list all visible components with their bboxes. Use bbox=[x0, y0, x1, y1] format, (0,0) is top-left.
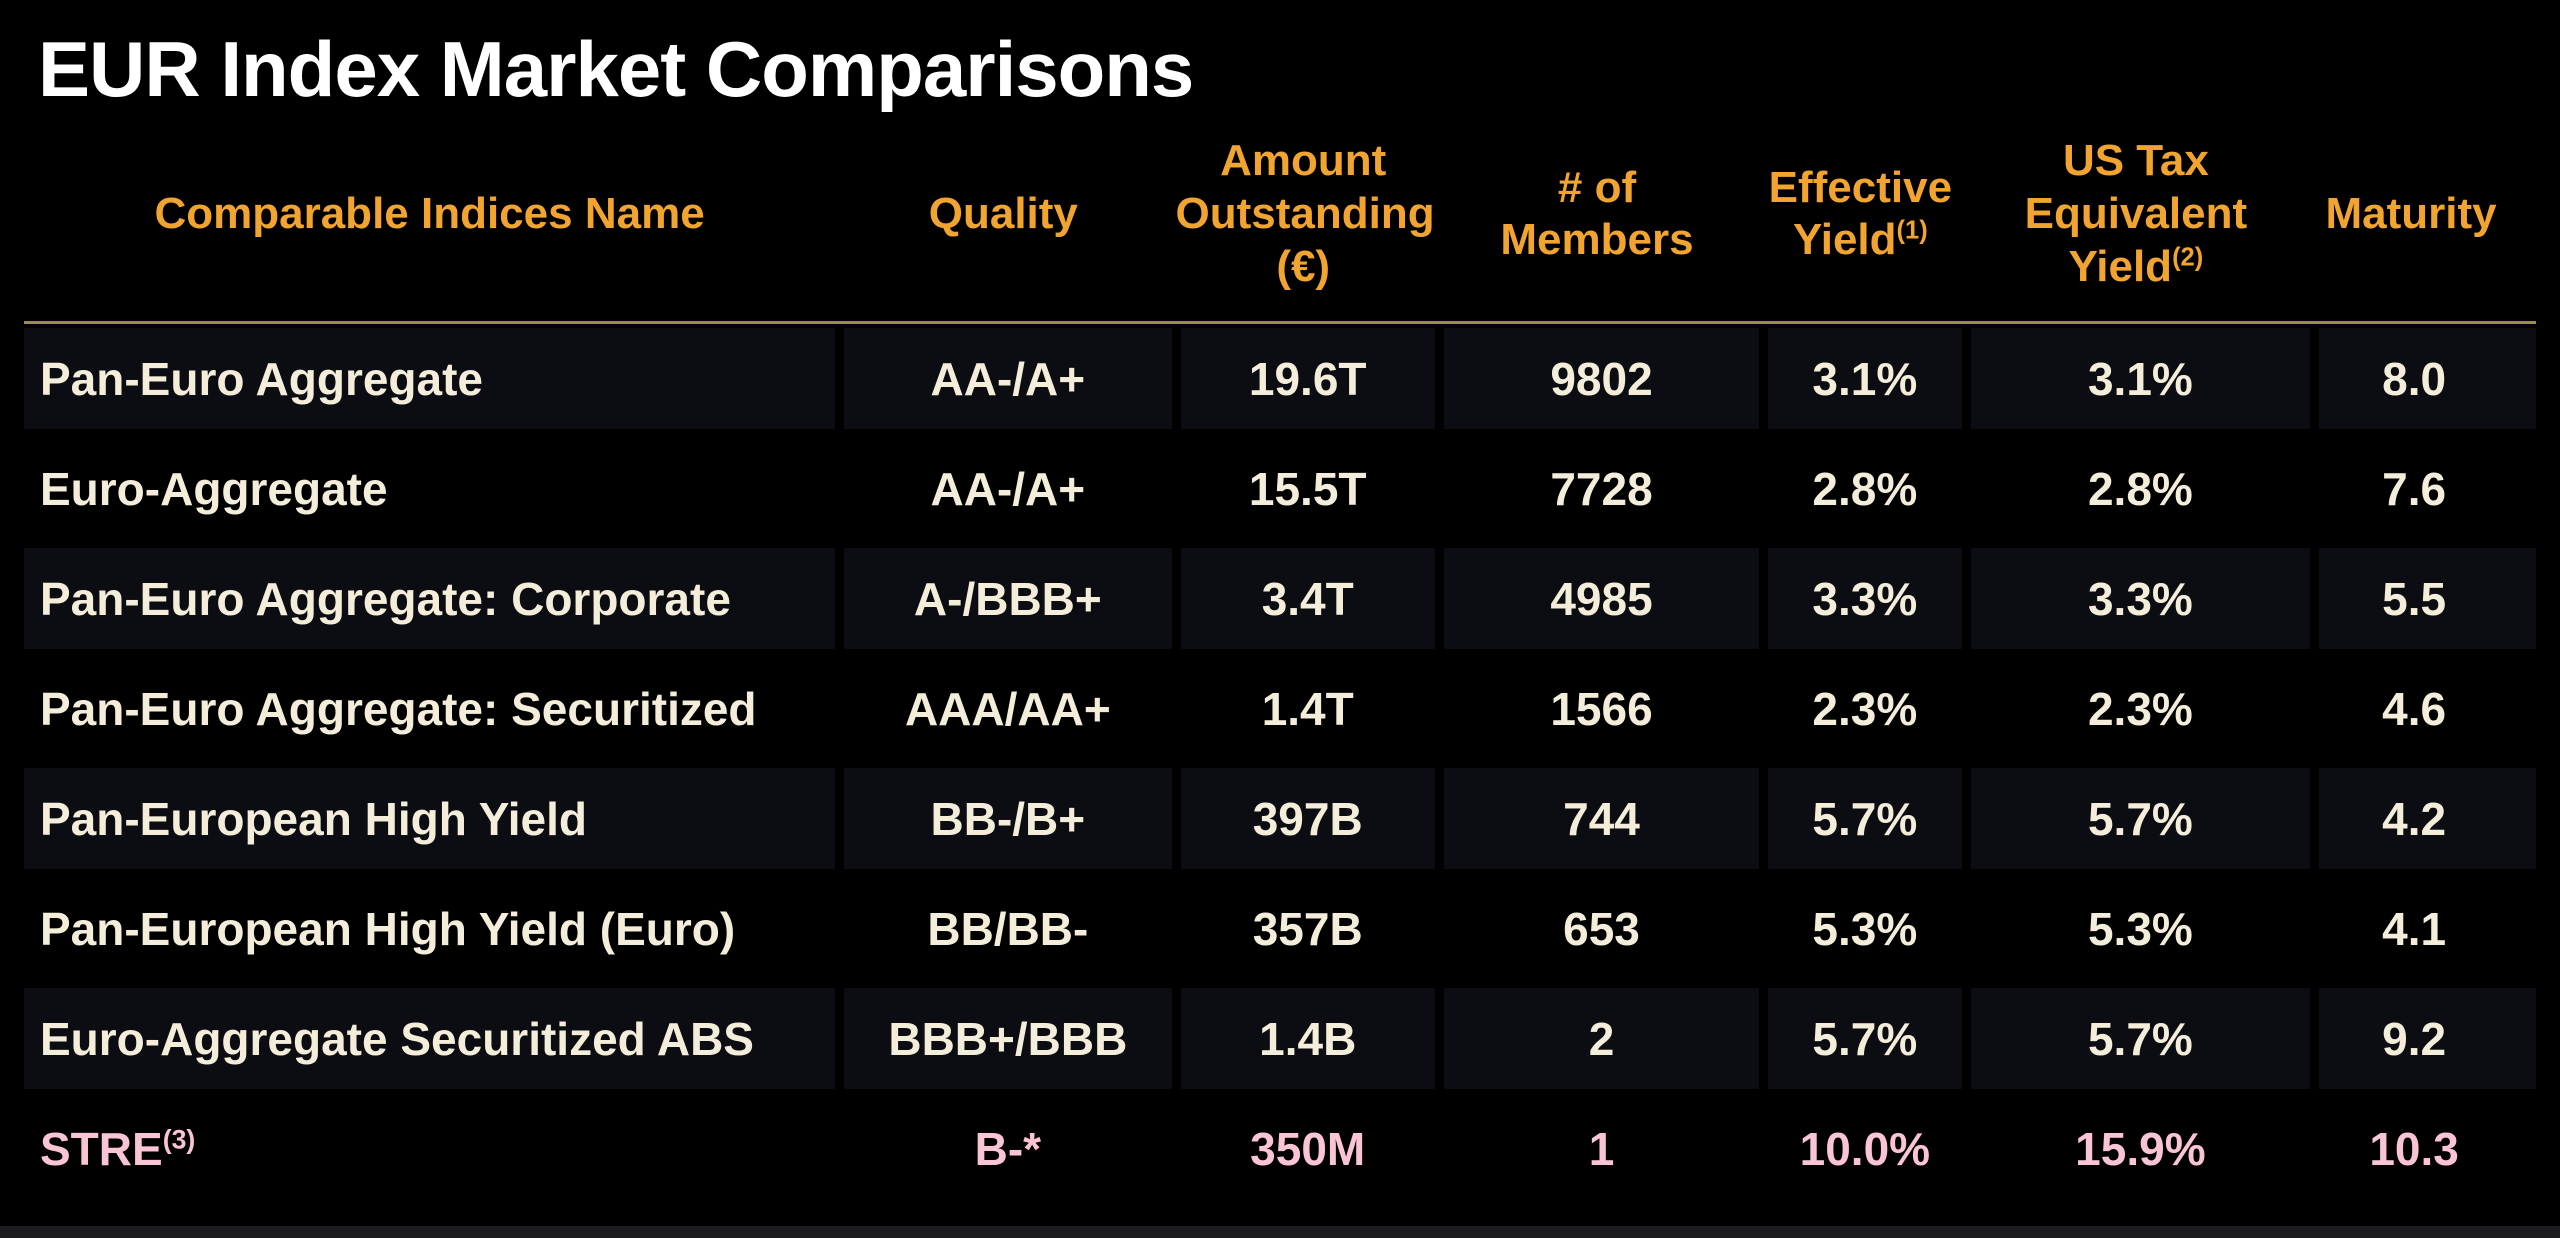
cell-eff_yield: 2.3% bbox=[1812, 682, 1918, 735]
cell-quality: BB-/B+ bbox=[835, 764, 1172, 874]
column-header-quality: Quality bbox=[835, 121, 1172, 325]
cell-maturity: 9.2 bbox=[2310, 984, 2536, 1094]
cell-quality: A-/BBB+ bbox=[835, 544, 1172, 654]
cell-amount: 1.4B bbox=[1172, 984, 1435, 1094]
cell-name: Euro-Aggregate Securitized ABS bbox=[24, 984, 836, 1094]
cell-maturity: 4.1 bbox=[2382, 902, 2447, 955]
footnote-marker: (3) bbox=[162, 1124, 196, 1155]
cell-eff_yield: 10.0% bbox=[1799, 1122, 1931, 1175]
table-row-2: Euro-Aggregate AA-/A+ 15.5T 7728 2.8% 2.8% 7.6 bbox=[24, 434, 2536, 544]
cell-eff_yield: 3.1% bbox=[1759, 324, 1962, 434]
table-header-row: Comparable Indices Name Quality Amount Outs… bbox=[24, 121, 2536, 325]
footnote-marker: (2) bbox=[2172, 243, 2204, 272]
column-header-amount: Amount Outstanding (€) bbox=[1171, 121, 1435, 325]
cell-us_tax: 5.7% bbox=[1962, 984, 2311, 1094]
cell-eff_yield: 3.3% bbox=[1759, 544, 1962, 654]
cell-members: 744 bbox=[1435, 764, 1760, 874]
column-header-eff_yield: Effective Yield(1) bbox=[1759, 121, 1962, 325]
cell-name: STRE(3) bbox=[40, 1122, 196, 1175]
cell-quality: AA-/A+ bbox=[835, 324, 1172, 434]
cell-amount: 350M bbox=[1250, 1122, 1366, 1175]
cell-maturity: 8.0 bbox=[2310, 324, 2536, 434]
cell-amount: 397B bbox=[1172, 764, 1435, 874]
cell-members: 2 bbox=[1435, 984, 1760, 1094]
cell-quality: BB/BB- bbox=[927, 902, 1089, 955]
table-row-3: Pan-Euro Aggregate: Corporate A-/BBB+ 3.4T… bbox=[24, 544, 2536, 654]
cell-quality: AAA/AA+ bbox=[904, 682, 1111, 735]
table-body: Pan-Euro Aggregate AA-/A+ 19.6T 9802 3.1% 3.1… bbox=[24, 324, 2536, 1204]
cell-amount: 357B bbox=[1252, 902, 1363, 955]
cell-members: 1566 bbox=[1550, 682, 1653, 735]
cell-amount: 19.6T bbox=[1172, 324, 1435, 434]
cell-members: 7728 bbox=[1550, 462, 1653, 515]
cell-quality: BBB+/BBB bbox=[835, 984, 1172, 1094]
table-row-8: STRE(3) B-* 350M 1 10.0% 15.9% 10.3 bbox=[24, 1094, 2536, 1204]
cell-name: Pan-Euro Aggregate: Corporate bbox=[24, 544, 836, 654]
cell-members: 9802 bbox=[1435, 324, 1760, 434]
cell-members: 4985 bbox=[1435, 544, 1760, 654]
cell-eff_yield: 2.8% bbox=[1812, 462, 1918, 515]
cell-us_tax: 3.3% bbox=[1962, 544, 2311, 654]
table-row-1: Pan-Euro Aggregate AA-/A+ 19.6T 9802 3.1% 3.1… bbox=[24, 324, 2536, 434]
cell-amount: 3.4T bbox=[1172, 544, 1435, 654]
cell-amount: 1.4T bbox=[1261, 682, 1354, 735]
cell-eff_yield: 5.3% bbox=[1812, 902, 1918, 955]
table-row-5: Pan-European High Yield BB-/B+ 397B 744 5.7%… bbox=[24, 764, 2536, 874]
cell-name: Pan-Euro Aggregate: Securitized bbox=[40, 682, 757, 735]
comparison-table: Comparable Indices Name Quality Amount Outs… bbox=[24, 121, 2536, 1204]
cell-us_tax: 15.9% bbox=[2075, 1122, 2206, 1175]
cell-eff_yield: 5.7% bbox=[1759, 764, 1962, 874]
column-header-name: Comparable Indices Name bbox=[24, 121, 836, 325]
table-row-4: Pan-Euro Aggregate: Securitized AAA/AA+ 1.… bbox=[24, 654, 2536, 764]
cell-name: Pan-Euro Aggregate bbox=[24, 324, 836, 434]
cell-us_tax: 5.7% bbox=[1962, 764, 2311, 874]
cell-members: 1 bbox=[1588, 1122, 1615, 1175]
cell-eff_yield: 5.7% bbox=[1759, 984, 1962, 1094]
cell-maturity: 10.3 bbox=[2369, 1122, 2459, 1175]
cell-amount: 15.5T bbox=[1248, 462, 1367, 515]
cell-members: 653 bbox=[1563, 902, 1640, 955]
table-row-7: Euro-Aggregate Securitized ABS BBB+/BBB 1.… bbox=[24, 984, 2536, 1094]
cell-name: Pan-European High Yield (Euro) bbox=[40, 902, 736, 955]
cell-maturity: 4.6 bbox=[2382, 682, 2447, 735]
bottom-divider bbox=[0, 1226, 2560, 1238]
cell-us_tax: 5.3% bbox=[2087, 902, 2193, 955]
column-header-maturity: Maturity bbox=[2310, 121, 2536, 325]
column-header-members: # of Members bbox=[1434, 121, 1760, 325]
cell-us_tax: 2.8% bbox=[2087, 462, 2193, 515]
column-header-us_tax: US Tax Equivalent Yield(2) bbox=[1961, 121, 2311, 325]
cell-quality: AA-/A+ bbox=[930, 462, 1086, 515]
cell-maturity: 5.5 bbox=[2310, 544, 2536, 654]
cell-us_tax: 3.1% bbox=[1962, 324, 2311, 434]
cell-name: Euro-Aggregate bbox=[40, 462, 388, 515]
footnote-marker: (1) bbox=[1896, 216, 1928, 245]
cell-name: Pan-European High Yield bbox=[24, 764, 836, 874]
cell-maturity: 7.6 bbox=[2382, 462, 2447, 515]
cell-quality: B-* bbox=[974, 1122, 1042, 1175]
page-title: EUR Index Market Comparisons bbox=[38, 25, 1194, 113]
cell-us_tax: 2.3% bbox=[2087, 682, 2193, 735]
cell-maturity: 4.2 bbox=[2310, 764, 2536, 874]
table-row-6: Pan-European High Yield (Euro) BB/BB- 357B… bbox=[24, 874, 2536, 984]
